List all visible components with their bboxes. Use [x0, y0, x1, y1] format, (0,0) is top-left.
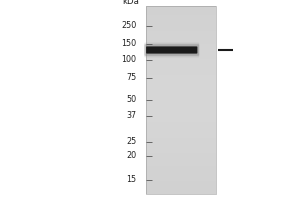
FancyBboxPatch shape [146, 46, 197, 54]
Bar [146, 109, 216, 113]
Bar [146, 37, 216, 40]
Bar [146, 87, 216, 91]
Text: 75: 75 [126, 73, 136, 82]
Bar [146, 31, 216, 34]
Text: 25: 25 [126, 138, 136, 146]
Bar [146, 131, 216, 134]
Bar [146, 103, 216, 106]
Bar [146, 138, 216, 141]
Bar [146, 100, 216, 103]
Bar [146, 53, 216, 56]
Bar [146, 22, 216, 25]
Text: 15: 15 [126, 176, 136, 184]
Bar [146, 6, 216, 9]
Text: 50: 50 [126, 96, 136, 104]
Bar [146, 72, 216, 75]
Text: 250: 250 [121, 21, 136, 30]
Bar [146, 25, 216, 28]
Text: 20: 20 [126, 152, 136, 160]
Bar [146, 66, 216, 69]
Bar [146, 81, 216, 84]
Bar [146, 185, 216, 188]
Bar [146, 97, 216, 100]
Bar [146, 59, 216, 62]
Bar [146, 40, 216, 44]
Bar [146, 62, 216, 66]
Bar [146, 84, 216, 87]
Text: 150: 150 [122, 40, 136, 48]
Bar [146, 9, 216, 12]
Bar [146, 172, 216, 175]
FancyBboxPatch shape [144, 44, 199, 56]
Bar [146, 125, 216, 128]
Bar [146, 50, 216, 53]
Bar [146, 144, 216, 147]
Bar [146, 160, 216, 163]
Bar [146, 113, 216, 116]
Bar [146, 106, 216, 109]
Bar [146, 94, 216, 97]
Bar [146, 169, 216, 172]
Bar [146, 91, 216, 94]
Bar [146, 19, 216, 22]
Bar [146, 166, 216, 169]
Bar [146, 141, 216, 144]
Bar [146, 12, 216, 15]
FancyBboxPatch shape [144, 43, 199, 57]
Bar [146, 28, 216, 31]
Bar [146, 128, 216, 131]
Bar [146, 75, 216, 78]
Bar [146, 56, 216, 59]
Text: 37: 37 [126, 111, 136, 120]
Bar [146, 69, 216, 72]
Text: 100: 100 [122, 55, 136, 64]
Bar [146, 153, 216, 156]
Bar [146, 44, 216, 47]
Bar [146, 163, 216, 166]
Bar [146, 156, 216, 160]
Bar [146, 78, 216, 81]
Bar [146, 134, 216, 138]
Bar [146, 6, 216, 194]
Bar [146, 181, 216, 185]
Bar [146, 175, 216, 178]
Bar [146, 119, 216, 122]
Bar [146, 188, 216, 191]
Bar [146, 150, 216, 153]
Bar [146, 15, 216, 19]
Bar [146, 147, 216, 150]
Bar [146, 47, 216, 50]
Text: kDa: kDa [123, 0, 140, 6]
Bar [146, 34, 216, 37]
Bar [146, 191, 216, 194]
Bar [146, 178, 216, 181]
Bar [146, 122, 216, 125]
Bar [146, 116, 216, 119]
